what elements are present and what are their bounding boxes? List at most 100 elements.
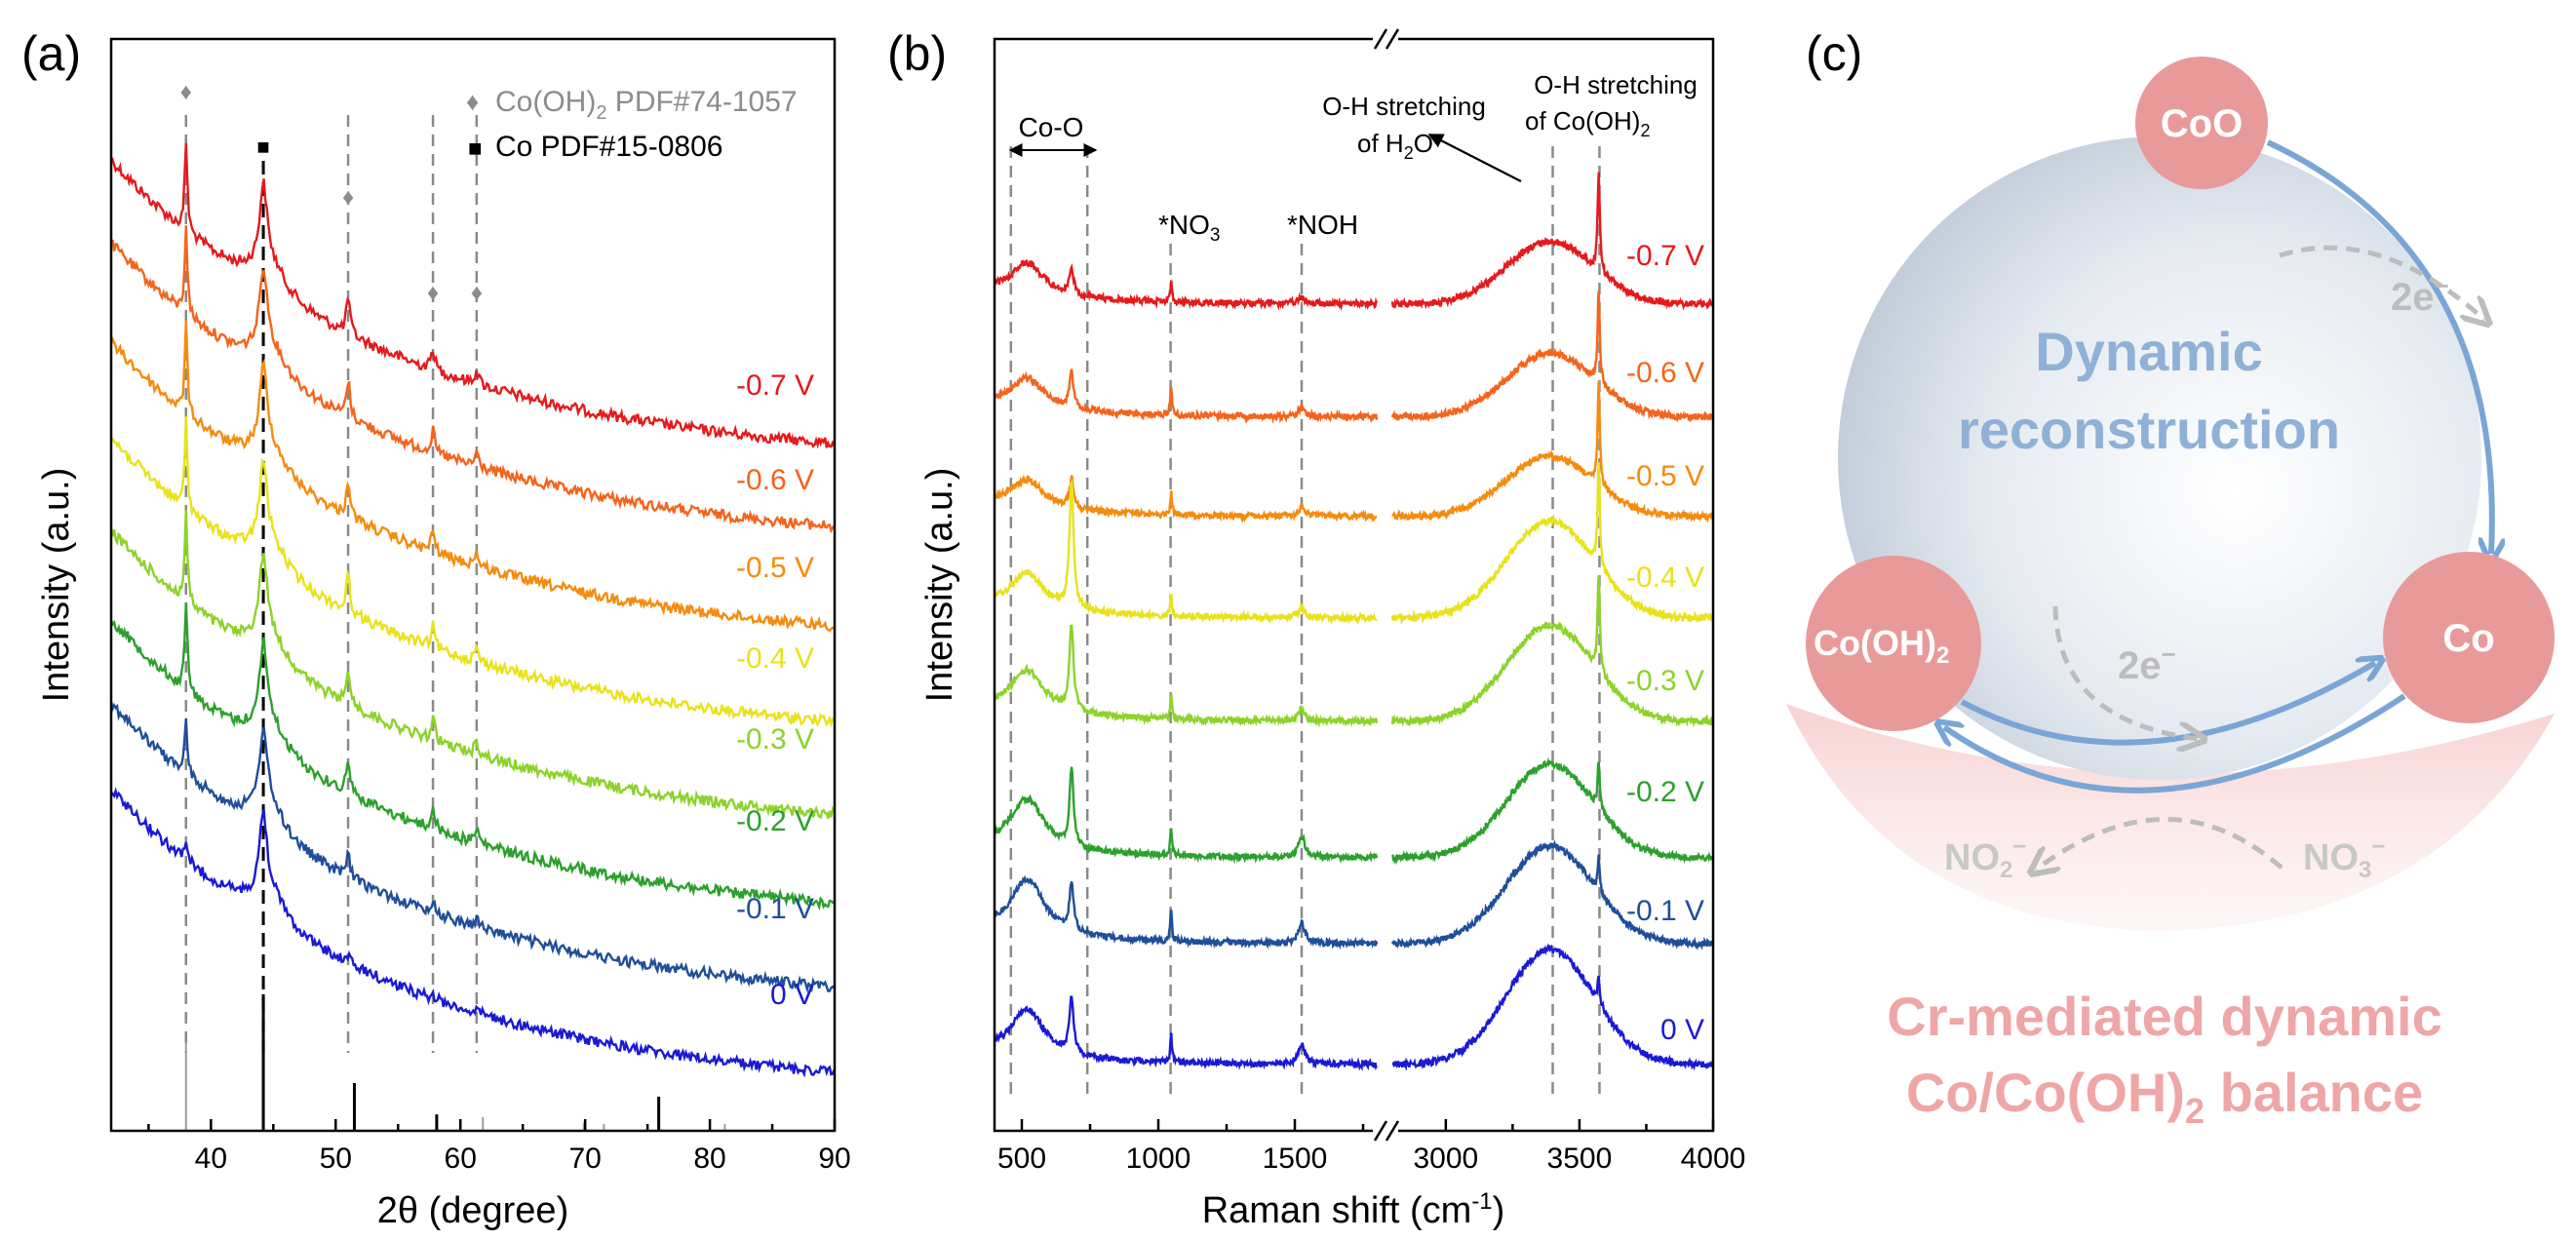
raman-series-label-4: -0.3 V xyxy=(1626,665,1704,697)
panel-label-b: (b) xyxy=(887,26,947,81)
raman-tick-label-1500: 1500 xyxy=(1263,1143,1328,1175)
nitrate-reduction-arrow xyxy=(2036,817,2283,870)
xrd-tick-label-40: 40 xyxy=(195,1143,227,1175)
raman-y-axis-label: Intensity (a.u.) xyxy=(919,468,960,703)
raman-x-axis-label: Raman shift (cm-1) xyxy=(1202,1188,1505,1231)
oh-water-label-line2: of H2O xyxy=(1357,129,1433,163)
oh-coh2-label-line1: O-H stretching xyxy=(1534,70,1698,99)
center-label-line2: reconstruction xyxy=(1958,399,2340,460)
raman-curve-high-3 xyxy=(1390,462,1714,626)
panel-label-a: (a) xyxy=(21,26,81,81)
xrd-series-label-5: -0.2 V xyxy=(736,805,814,837)
oh-coh2-label-line2: of Co(OH)2 xyxy=(1525,106,1650,140)
raman-series-label-3: -0.4 V xyxy=(1626,562,1704,594)
center-label-line1: Dynamic xyxy=(2035,321,2262,382)
raman-tick-label-1000: 1000 xyxy=(1126,1143,1191,1175)
xrd-series-label-0: -0.7 V xyxy=(736,369,814,402)
xrd-tick-label-70: 70 xyxy=(568,1143,601,1175)
no3-label: *NO3 xyxy=(1158,210,1220,246)
axis-break-bottom xyxy=(1373,1120,1400,1142)
no2-label: NO2− xyxy=(1944,833,2026,883)
electron-label-top: 2e− xyxy=(2391,271,2449,319)
xrd-reference-lines xyxy=(184,115,479,1053)
xrd-tick-label-50: 50 xyxy=(320,1143,352,1175)
raman-series-label-2: -0.5 V xyxy=(1626,460,1704,492)
xrd-stick-pattern xyxy=(184,994,726,1131)
panel-label-c: (c) xyxy=(1806,26,1862,81)
xrd-series-labels: -0.7 V -0.6 V -0.5 V -0.4 V -0.3 V -0.2 V -0.1… xyxy=(736,369,814,1011)
node-co xyxy=(2383,552,2555,723)
node-cooh2 xyxy=(1806,556,1981,731)
xrd-marker-coh2-1: ♦ xyxy=(342,184,354,211)
raman-series-label-0: -0.7 V xyxy=(1626,240,1704,272)
raman-curve-low-0 xyxy=(994,259,1379,311)
xrd-legend: ♦ Co(OH)2 PDF#74-1057 ■ Co PDF#15-0806 xyxy=(466,86,798,163)
xrd-tick-label-90: 90 xyxy=(818,1143,850,1175)
node-co-label: Co xyxy=(2442,617,2494,660)
raman-series-label-7: 0 V xyxy=(1660,1014,1704,1046)
bottom-caption-line1: Cr-mediated dynamic xyxy=(1887,986,2442,1047)
xrd-tick-label-60: 60 xyxy=(445,1143,477,1175)
raman-curve-low-6 xyxy=(994,874,1379,950)
panel-c-schematic: (c) Dynamic reconstruction 2e− 2e− NO2− … xyxy=(1786,26,2555,1131)
xrd-marker-coh2-0: ♦ xyxy=(180,79,192,105)
raman-tick-label-4000: 4000 xyxy=(1681,1143,1746,1175)
xrd-series-label-4: -0.3 V xyxy=(736,723,814,756)
xrd-series-label-3: -0.4 V xyxy=(736,642,814,675)
electron-arrow-middle xyxy=(2052,605,2199,739)
xrd-series-label-6: -0.1 V xyxy=(736,893,814,925)
raman-curve-low-3 xyxy=(993,478,1378,625)
raman-curve-high-2 xyxy=(1391,380,1714,523)
xrd-curve-0 xyxy=(110,142,836,449)
reconstruction-sphere xyxy=(1838,136,2481,780)
no3-label-diagram: NO3− xyxy=(2303,833,2385,883)
node-cooh2-label: Co(OH)2 xyxy=(1814,623,1949,669)
raman-tick-label-500: 500 xyxy=(997,1143,1046,1175)
raman-curves xyxy=(993,172,1714,1072)
raman-curve-high-0 xyxy=(1390,172,1714,311)
panel-a-xrd: (a) ♦ ♦ ♦ ♦ ■ 40 50 60 70 80 90 2θ (degree) Inten… xyxy=(21,26,851,1231)
panel-b-raman: (b) 500 1000 1500 3000 3500 4000 Raman shift … xyxy=(887,26,1745,1231)
axis-break-top xyxy=(1373,28,1400,50)
raman-plot-frame xyxy=(993,37,1715,1133)
raman-x-ticks: 500 1000 1500 3000 3500 4000 xyxy=(997,1119,1745,1175)
legend-marker-co: ■ xyxy=(468,136,483,162)
xrd-curve-7 xyxy=(110,787,836,1078)
raman-tick-label-3500: 3500 xyxy=(1547,1143,1613,1175)
xrd-curve-5 xyxy=(109,602,835,911)
xrd-curves xyxy=(109,142,836,1078)
raman-series-label-5: -0.2 V xyxy=(1626,776,1704,808)
raman-curve-low-4 xyxy=(993,624,1379,728)
cycle-arrow-cooh2-to-co xyxy=(1960,663,2375,746)
oh-water-pointer-arrow xyxy=(1427,134,1522,182)
xrd-tick-label-80: 80 xyxy=(693,1143,725,1175)
node-coo xyxy=(2135,57,2268,189)
raman-curve-high-1 xyxy=(1390,290,1714,423)
raman-curve-high-5 xyxy=(1391,756,1714,866)
cycle-arrow-co-to-cooh2 xyxy=(1944,693,2406,794)
raman-series-label-1: -0.6 V xyxy=(1626,357,1704,389)
raman-reference-lines xyxy=(1009,146,1601,1102)
node-coo-label: CoO xyxy=(2161,102,2243,145)
xrd-marker-co-0: ■ xyxy=(256,135,269,159)
xrd-y-axis-label: Intensity (a.u.) xyxy=(36,468,77,703)
noh-label: *NOH xyxy=(1287,210,1358,240)
xrd-peak-markers: ♦ ♦ ♦ ♦ ■ xyxy=(180,79,483,306)
xrd-series-label-7: 0 V xyxy=(770,979,814,1011)
xrd-series-label-2: -0.5 V xyxy=(736,552,814,584)
legend-label-coh2: Co(OH)2 PDF#74-1057 xyxy=(495,86,798,124)
xrd-marker-coh2-3: ♦ xyxy=(471,280,483,306)
raman-series-label-6: -0.1 V xyxy=(1626,895,1704,927)
electron-arrow-top xyxy=(2279,245,2484,320)
raman-series-labels: -0.7 V -0.6 V -0.5 V -0.4 V -0.3 V -0.2 V -0.1… xyxy=(1626,240,1704,1046)
cycle-arrow-coo-to-co xyxy=(2266,139,2492,554)
xrd-curve-1 xyxy=(109,225,836,534)
raman-annotations: Co-O *NO3 *NOH O-H stretching of H2O O-H… xyxy=(1008,70,1698,246)
xrd-series-label-1: -0.6 V xyxy=(736,464,814,496)
raman-tick-label-3000: 3000 xyxy=(1413,1143,1478,1175)
electron-label-middle: 2e− xyxy=(2118,639,2176,687)
xrd-curve-4 xyxy=(109,510,836,820)
bottom-caption-line2: Co/Co(OH)2 balance xyxy=(1906,1062,2423,1131)
oh-water-label-line1: O-H stretching xyxy=(1322,92,1486,121)
